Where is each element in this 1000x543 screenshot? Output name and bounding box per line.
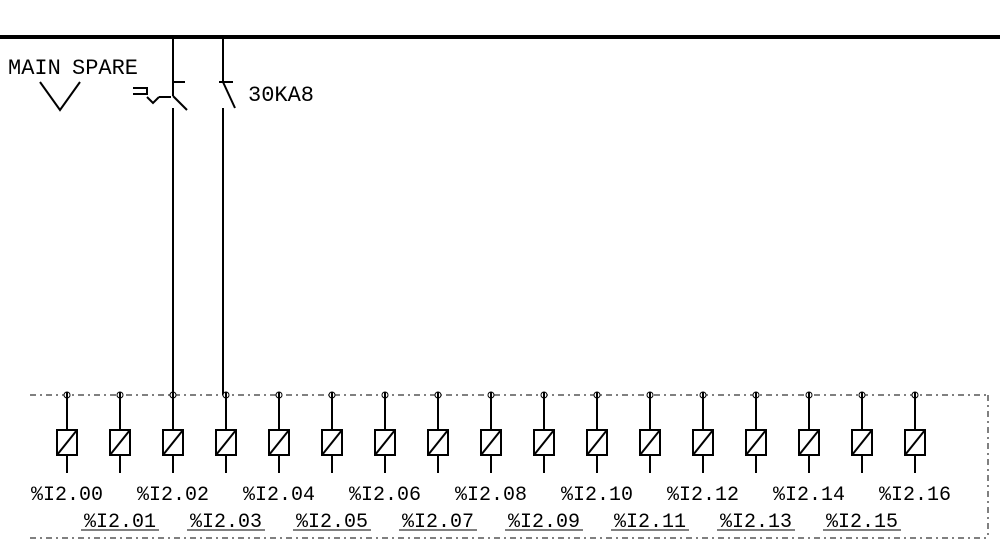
relay-box [163, 430, 183, 455]
relay-box [852, 430, 872, 455]
io-label: %I2.01 [84, 511, 156, 534]
io-label: %I2.03 [190, 511, 262, 534]
relay-box [322, 430, 342, 455]
chevron-icon [40, 82, 80, 110]
io-label: %I2.06 [349, 484, 421, 507]
io-label: %I2.15 [826, 511, 898, 534]
relay-box [481, 430, 501, 455]
relay-box [375, 430, 395, 455]
contact-icon [223, 82, 235, 108]
io-label: %I2.08 [455, 484, 527, 507]
io-label: %I2.13 [720, 511, 792, 534]
io-label: %I2.12 [667, 484, 739, 507]
breaker-icon [173, 96, 187, 110]
relay-box [216, 430, 236, 455]
relay-box [110, 430, 130, 455]
operator-icon [147, 97, 159, 103]
relay-box [693, 430, 713, 455]
relay-box [905, 430, 925, 455]
io-label: %I2.07 [402, 511, 474, 534]
relay-box [746, 430, 766, 455]
io-label: %I2.05 [296, 511, 368, 534]
io-label: %I2.00 [31, 484, 103, 507]
io-label: %I2.16 [879, 484, 951, 507]
relay-box [269, 430, 289, 455]
io-label: %I2.09 [508, 511, 580, 534]
relay-box [640, 430, 660, 455]
io-label: %I2.11 [614, 511, 686, 534]
label-contact: 30KA8 [248, 83, 314, 108]
io-label: %I2.14 [773, 484, 845, 507]
label-spare: SPARE [72, 56, 138, 81]
relay-box [534, 430, 554, 455]
io-label: %I2.04 [243, 484, 315, 507]
relay-box [587, 430, 607, 455]
label-main: MAIN [8, 56, 61, 81]
io-label: %I2.10 [561, 484, 633, 507]
relay-box [57, 430, 77, 455]
relay-box [428, 430, 448, 455]
io-label: %I2.02 [137, 484, 209, 507]
operator-icon [133, 88, 147, 94]
relay-box [799, 430, 819, 455]
